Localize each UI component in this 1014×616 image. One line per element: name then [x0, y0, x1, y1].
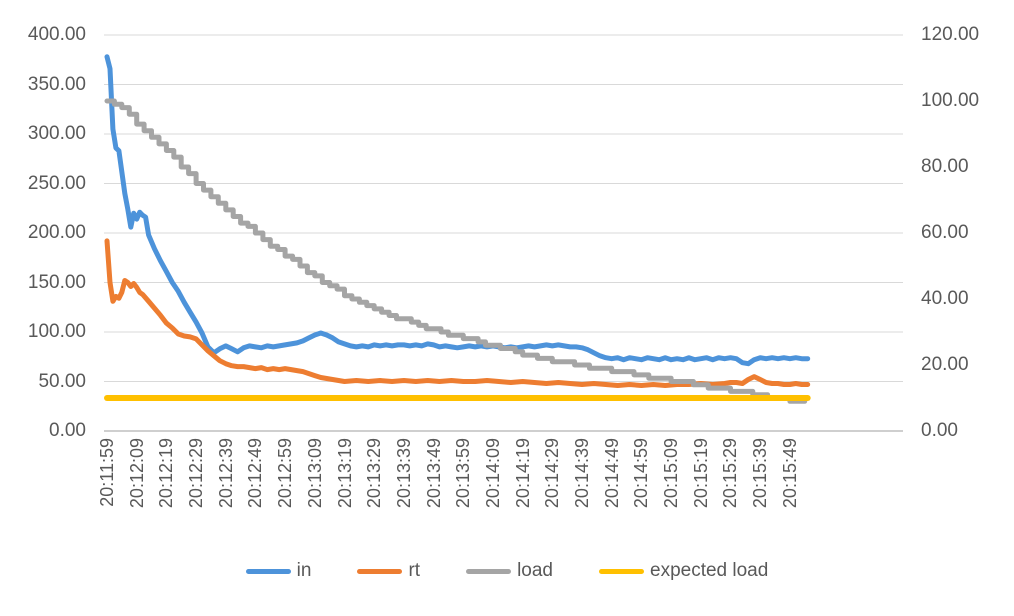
legend-swatch-icon	[466, 568, 512, 574]
legend-swatch-icon	[245, 568, 291, 574]
y-axis-left-tick-label: 350.00	[27, 73, 86, 95]
x-axis-tick-label: 20:15:39	[750, 438, 771, 509]
x-axis-tick-label: 20:13:29	[364, 438, 385, 509]
x-axis-tick-label: 20:12:29	[186, 438, 207, 509]
x-axis-tick-label: 20:14:39	[572, 438, 593, 509]
legend-label: load	[517, 560, 553, 581]
x-axis-tick-label: 20:11:59	[97, 438, 117, 507]
x-axis-tick-label: 20:12:59	[275, 438, 296, 509]
x-axis-tick-label: 20:12:19	[156, 438, 177, 509]
series-line-load	[104, 98, 808, 404]
x-axis-tick-label: 20:13:09	[304, 438, 325, 509]
series-line-in	[104, 54, 811, 367]
x-axis-tick-label: 20:12:49	[245, 438, 266, 509]
x-axis-tick-label: 20:15:09	[661, 438, 682, 509]
y-axis-left-tick-label: 50.00	[38, 370, 86, 392]
y-axis-left-tick-label: 100.00	[27, 321, 86, 342]
y-axis-right-tick-label: 40.00	[921, 288, 969, 309]
series-line-rt	[104, 238, 811, 388]
y-axis-left-tick-label: 300.00	[27, 123, 86, 144]
y-axis-right-tick-label: 120.00	[921, 24, 980, 45]
x-axis-tick-label: 20:14:19	[512, 438, 533, 509]
legend-item-in: in	[245, 560, 312, 582]
y-axis-left-tick-label: 0.00	[49, 420, 86, 441]
legend-swatch-icon	[599, 568, 644, 574]
legend-label: rt	[408, 560, 421, 581]
x-axis-tick-label: 20:13:19	[334, 438, 355, 509]
y-axis-left-tick-label: 250.00	[27, 172, 86, 194]
x-axis-tick-label: 20:13:39	[393, 438, 414, 509]
x-axis-tick-label: 20:14:49	[601, 438, 622, 509]
legend-item-rt: rt	[357, 560, 420, 582]
x-axis-tick-label: 20:12:39	[215, 438, 236, 509]
x-axis-tick-label: 20:13:49	[423, 438, 444, 509]
legend-swatch-icon	[357, 568, 403, 574]
x-axis-tick-label: 20:15:49	[779, 438, 800, 509]
legend: in rt load expected load	[0, 560, 1014, 582]
legend-item-expected-load: expected load	[599, 560, 768, 582]
legend-label: in	[296, 560, 312, 581]
x-axis-tick-label: 20:13:59	[453, 438, 474, 509]
legend-item-load: load	[466, 560, 553, 582]
y-axis-right-tick-label: 80.00	[921, 156, 969, 177]
y-axis-left-tick-label: 150.00	[27, 271, 86, 293]
y-axis-right-tick-label: 60.00	[921, 222, 969, 243]
y-axis-left-tick-label: 200.00	[27, 222, 86, 243]
x-axis-tick-label: 20:14:09	[482, 438, 503, 509]
legend-label: expected load	[650, 560, 769, 581]
x-axis-tick-label: 20:12:09	[126, 438, 147, 509]
y-axis-right-tick-label: 100.00	[921, 90, 980, 111]
y-axis-left-tick-label: 400.00	[27, 24, 86, 45]
x-axis-tick-label: 20:14:59	[631, 438, 652, 509]
x-axis-tick-label: 20:14:29	[542, 438, 563, 509]
x-axis-tick-label: 20:15:29	[720, 438, 741, 509]
y-axis-right-tick-label: 20.00	[921, 354, 969, 375]
x-axis-tick-label: 20:15:19	[690, 438, 711, 509]
y-axis-right-tick-label: 0.00	[921, 420, 958, 441]
